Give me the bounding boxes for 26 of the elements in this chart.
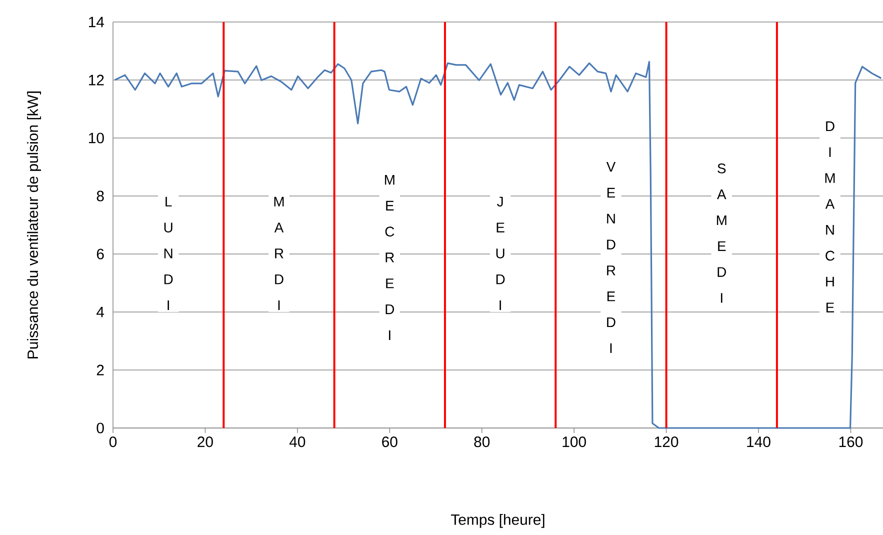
y-tick-label: 2 (96, 364, 104, 376)
x-tick-label: 40 (289, 436, 306, 448)
annotation: LUNDI (164, 196, 173, 310)
y-tick-label: 10 (88, 132, 104, 144)
x-tick-label: 160 (839, 436, 863, 448)
x-tick-label: 0 (109, 436, 117, 448)
x-axis-title: Temps [heure] (450, 514, 544, 528)
x-tick-label: 20 (198, 436, 213, 448)
annotation: JEUDI (496, 196, 505, 310)
y-tick-label: 14 (88, 16, 104, 28)
x-tick-label: 140 (747, 436, 770, 448)
y-tick-label: 6 (96, 248, 104, 260)
y-tick-label: 0 (96, 422, 104, 434)
x-tick-label: 60 (382, 436, 398, 448)
y-axis-title: Puissance du ventilateur de pulsion [kW] (27, 92, 42, 358)
y-tick-label: 4 (96, 306, 104, 318)
annotation: MARDI (274, 196, 284, 310)
x-tick-label: 100 (562, 436, 586, 448)
annotation: VENDREDI (606, 162, 616, 353)
x-tick-label: 120 (654, 436, 678, 448)
annotation: MECREDI (384, 174, 394, 340)
annotation: SAMEDI (716, 163, 726, 303)
x-tick-label: 80 (474, 436, 490, 448)
y-tick-label: 12 (88, 74, 104, 86)
annotation: DIMANCHE (825, 121, 835, 312)
y-tick-label: 8 (96, 190, 104, 202)
